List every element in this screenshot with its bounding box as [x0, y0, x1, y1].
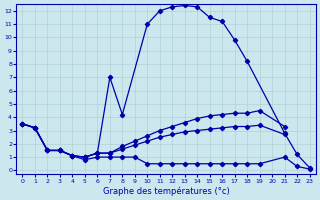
X-axis label: Graphe des températures (°c): Graphe des températures (°c)	[103, 186, 229, 196]
